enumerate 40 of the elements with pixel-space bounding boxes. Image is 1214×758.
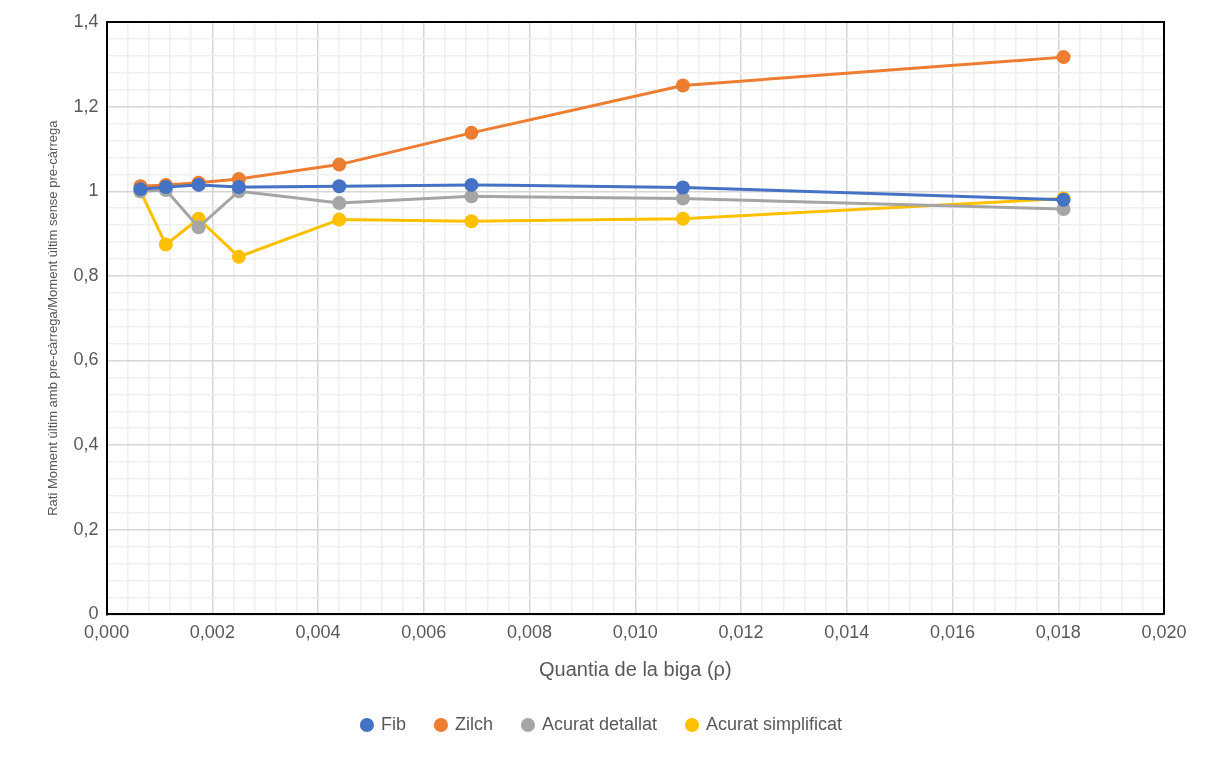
- point: [332, 157, 347, 172]
- legend-label: Acurat simplificat: [706, 713, 843, 734]
- point: [675, 211, 690, 226]
- point: [231, 180, 246, 195]
- point: [675, 78, 690, 93]
- y-tick-label: 0,6: [73, 349, 99, 370]
- point: [464, 214, 479, 229]
- y-tick-label: 0,2: [73, 518, 99, 539]
- point: [675, 180, 690, 195]
- x-tick-label: 0,016: [930, 622, 976, 643]
- point: [332, 179, 347, 194]
- point: [158, 237, 173, 252]
- x-tick-label: 0,006: [401, 622, 447, 643]
- x-tick-label: 0,008: [507, 622, 553, 643]
- y-tick-label: 1,4: [73, 10, 99, 31]
- point: [464, 177, 479, 192]
- x-tick-label: 0,002: [189, 622, 235, 643]
- x-axis-title: Quantia de la biga (ρ): [539, 657, 732, 680]
- y-axis-title: Rati Moment últim amb pre-càrrega/Moment últim sense pre-càrrega: [45, 119, 61, 516]
- legend-label: Acurat detallat: [541, 713, 658, 734]
- point: [332, 212, 347, 227]
- x-tick-label: 0,010: [612, 622, 658, 643]
- y-tick-label: 0,4: [73, 434, 99, 455]
- y-tick-label: 1,2: [73, 95, 99, 116]
- point: [191, 220, 206, 235]
- y-tick-label: 0: [88, 603, 99, 624]
- point: [464, 125, 479, 140]
- x-tick-label: 0,014: [824, 622, 870, 643]
- x-tick-label: 0,004: [295, 622, 341, 643]
- point: [1056, 50, 1071, 65]
- legend-label: Zilch: [454, 713, 493, 734]
- y-tick-label: 0,8: [73, 264, 99, 285]
- x-tick-label: 0,018: [1035, 622, 1081, 643]
- legend-label: Fib: [380, 713, 406, 734]
- x-tick-label: 0,020: [1141, 622, 1187, 643]
- y-tick-label: 1: [88, 180, 99, 201]
- x-tick-label: 0,012: [718, 622, 764, 643]
- point: [231, 249, 246, 264]
- point: [332, 196, 347, 211]
- x-tick-label: 0,000: [84, 622, 130, 643]
